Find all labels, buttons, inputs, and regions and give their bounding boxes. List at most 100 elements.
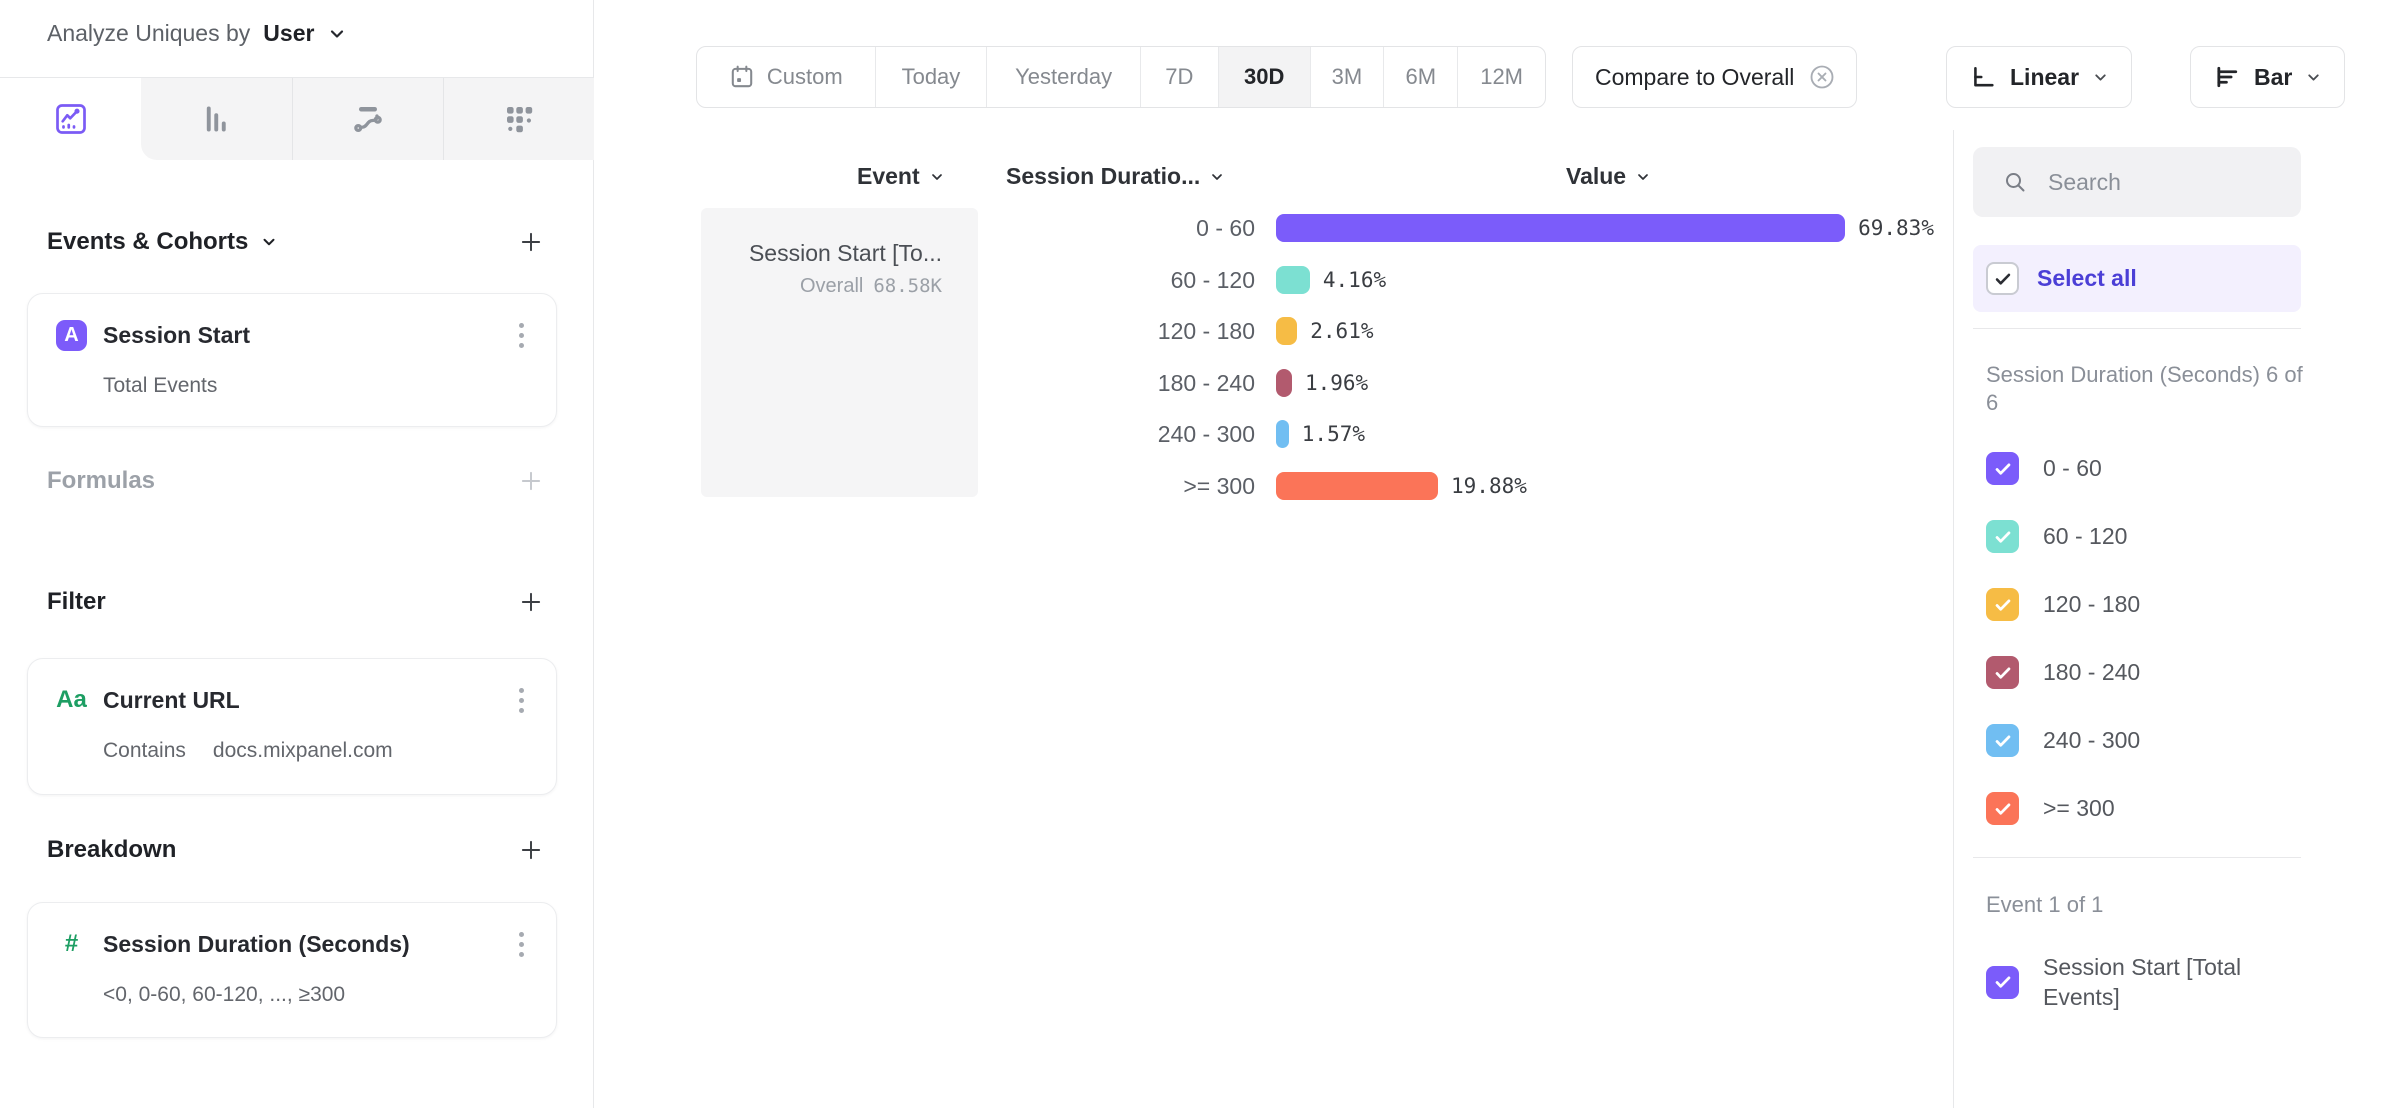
calendar-icon [731,65,753,88]
check-icon [1995,463,2010,475]
tab-bar-report[interactable] [141,78,292,160]
add-breakdown-button[interactable] [516,835,546,865]
scale-label: Linear [2010,63,2080,90]
breakdown-card-subtitle[interactable]: <0, 0-60, 60-120, ..., ≥300 [103,983,346,1006]
filter-option-row[interactable]: 0 - 60 [1986,452,2102,485]
bar-segment[interactable] [1276,472,1439,500]
filter-option-row[interactable]: 60 - 120 [1986,520,2127,553]
date-range-yesterday[interactable]: Yesterday [986,47,1140,107]
colored-checkbox[interactable] [1986,724,2019,757]
kebab-menu-icon[interactable] [513,319,530,352]
bar-value-label: 1.96% [1304,371,1369,395]
bar-segment[interactable] [1276,214,1846,242]
tab-insights[interactable] [0,78,141,160]
event-summary-cell[interactable]: Session Start [To... Overall 68.58K [701,208,978,497]
column-header-value[interactable]: Value [1566,163,1651,190]
metric-selector[interactable]: User [263,20,315,46]
filter-option-row[interactable]: 180 - 240 [1986,656,2140,689]
date-range-label: 30D [1243,64,1285,89]
check-icon [1995,976,2010,988]
add-formula-button[interactable] [516,466,546,496]
date-range-12m[interactable]: 12M [1457,47,1545,107]
event-card[interactable]: A Session Start Total Events [27,293,557,427]
kebab-menu-icon[interactable] [513,928,530,961]
tab-flows[interactable] [292,78,443,160]
colored-checkbox[interactable] [1986,965,2019,999]
scale-selector[interactable]: Linear [1946,46,2133,108]
column-header-event[interactable]: Event [857,163,945,190]
filter-option-row[interactable]: >= 300 [1986,792,2115,825]
date-range-custom[interactable]: Custom [697,47,875,107]
events-section-title[interactable]: Events & Cohorts [47,228,278,256]
colored-checkbox[interactable] [1986,452,2019,485]
filter-option-label: 120 - 180 [2043,591,2141,617]
date-range-control: Custom Today Yesterday 7D 30D 3M 6M 12M [696,46,1546,108]
filter-option-label: Session Start [Total Events] [2043,954,2242,1010]
event-card-subtitle[interactable]: Total Events [103,374,218,397]
check-icon [1995,803,2010,815]
bar-row-label: >= 300 [1183,472,1255,499]
column-header-breakdown[interactable]: Session Duratio... [1006,163,1225,190]
filter-value[interactable]: docs.mixpanel.com [212,739,393,762]
filter-card[interactable]: Aa Current URL Contains docs.mixpanel.co… [27,658,557,795]
bar-segment[interactable] [1276,420,1289,448]
add-event-button[interactable] [516,227,546,257]
filter-option-row[interactable]: 120 - 180 [1986,588,2140,621]
bar-row: 60 - 120 4.16% [1040,266,1386,294]
events-section-header: Events & Cohorts [47,225,546,259]
kebab-menu-icon[interactable] [513,684,530,717]
date-range-label: Today [901,64,961,89]
retention-grid-icon [501,101,537,137]
event-card-title[interactable]: Session Start [103,321,250,348]
select-all-label: Select all [2037,265,2137,291]
filter-option-row[interactable]: Session Start [Total Events] [1986,952,2323,1012]
chart-type-selector[interactable]: Bar [2190,46,2346,108]
breakdown-card[interactable]: # Session Duration (Seconds) <0, 0-60, 6… [27,902,557,1038]
filter-card-title[interactable]: Current URL [103,686,240,713]
bar-segment[interactable] [1276,369,1292,397]
chevron-down-icon [1638,173,1648,180]
filter-option-label: 60 - 120 [2043,523,2128,549]
search-box[interactable] [1973,147,2301,217]
filter-option-label: >= 300 [2043,795,2115,821]
filter-option-row[interactable]: 240 - 300 [1986,724,2140,757]
date-range-30d-active[interactable]: 30D [1217,47,1310,107]
bar-chart-icon [199,101,235,137]
date-range-3m[interactable]: 3M [1309,47,1384,107]
bar-segment[interactable] [1276,266,1310,294]
chevron-down-icon[interactable] [327,24,347,44]
bar-segment[interactable] [1276,317,1298,345]
search-input[interactable] [2048,168,2268,196]
colored-checkbox[interactable] [1986,792,2019,825]
formulas-section-title: Formulas [47,467,155,495]
date-range-7d[interactable]: 7D [1139,47,1218,107]
colored-checkbox[interactable] [1986,520,2019,553]
overall-value: 68.58K [873,275,942,297]
tab-retention[interactable] [443,78,594,160]
events-section-label: Events & Cohorts [47,228,249,255]
compare-to-overall-chip[interactable]: Compare to Overall [1572,46,1858,108]
divider [1973,857,2301,858]
bar-chart-horizontal-icon [2217,66,2238,88]
date-range-today[interactable]: Today [874,47,987,107]
remove-circle-icon[interactable] [1808,63,1836,91]
divider [1973,328,2301,329]
colored-checkbox[interactable] [1986,656,2019,689]
add-filter-button[interactable] [516,587,546,617]
linear-scale-icon [1974,66,1994,87]
report-header: Analyze Uniques by User [47,20,347,47]
bar-row: 180 - 240 1.96% [1040,369,1368,397]
bar-row-label: 240 - 300 [1157,420,1255,447]
filter-option-label: 240 - 300 [2043,727,2141,753]
select-all-checkbox[interactable] [1986,262,2019,295]
select-all-row[interactable]: Select all [1973,245,2301,312]
date-range-6m[interactable]: 6M [1383,47,1457,107]
column-header-label: Session Duratio... [1006,163,1201,189]
filter-operator[interactable]: Contains [103,739,186,762]
search-icon [2006,173,2025,192]
event-group-title: Event 1 of 1 [1986,892,2104,917]
breakdown-card-title[interactable]: Session Duration (Seconds) [103,930,410,957]
filter-option-label: 0 - 60 [2043,455,2102,481]
colored-checkbox[interactable] [1986,588,2019,621]
chevron-down-icon [263,238,275,246]
